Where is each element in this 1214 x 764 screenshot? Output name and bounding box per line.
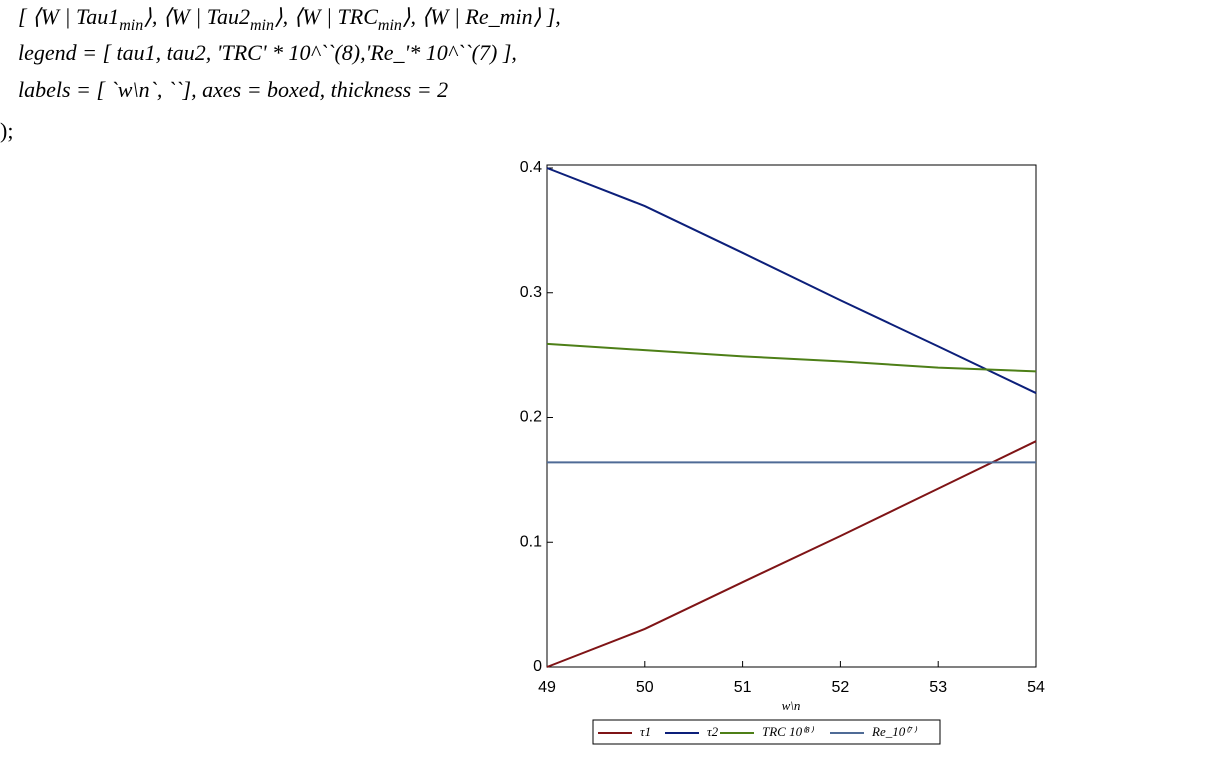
code-line: ); (0, 118, 14, 143)
legend-box (592, 719, 941, 745)
x-tick-label: 53 (929, 679, 947, 696)
y-tick-label: 0 (533, 658, 542, 675)
x-axis-label: w\n (782, 698, 801, 713)
legend-label: τ1 (640, 724, 651, 739)
code-text: ⟩, ⟨W | Tau2 (143, 4, 250, 29)
subscript: min (377, 17, 402, 34)
subscript: min (119, 17, 144, 34)
code-text: [ ⟨W | Tau1 (18, 4, 120, 29)
legend-label: TRC 10⁽⁸⁾ (762, 724, 815, 739)
y-tick-label: 0.2 (520, 409, 542, 426)
plot-frame (546, 164, 1037, 668)
y-tick-label: 0.4 (520, 159, 542, 176)
code-line: labels = [ `w\n`, ``], axes = boxed, thi… (18, 77, 449, 102)
legend-label: Re_10⁽⁷⁾ (871, 724, 918, 739)
series-line (546, 167, 1037, 394)
x-tick-label: 54 (1027, 679, 1045, 696)
x-tick-label: 49 (538, 679, 556, 696)
code-line: legend = [ tau1, tau2, 'TRC' * 10^``(8),… (18, 40, 517, 65)
code-line: [ ⟨W | Tau1min⟩, ⟨W | Tau2min⟩, ⟨W | TRC… (18, 4, 561, 35)
x-tick-label: 51 (734, 679, 752, 696)
code-text: ⟩, ⟨W | TRC (274, 4, 378, 29)
y-tick-label: 0.1 (520, 533, 542, 550)
series-line (546, 342, 1037, 373)
y-tick-label: 0.3 (520, 284, 542, 301)
subscript: min (250, 17, 274, 34)
x-tick-label: 50 (636, 679, 654, 696)
code-text: ⟩, ⟨W | Re_min⟩ ], (401, 4, 561, 29)
series-line (546, 440, 1037, 668)
x-tick-label: 52 (832, 679, 850, 696)
legend-label: τ2 (707, 724, 719, 739)
